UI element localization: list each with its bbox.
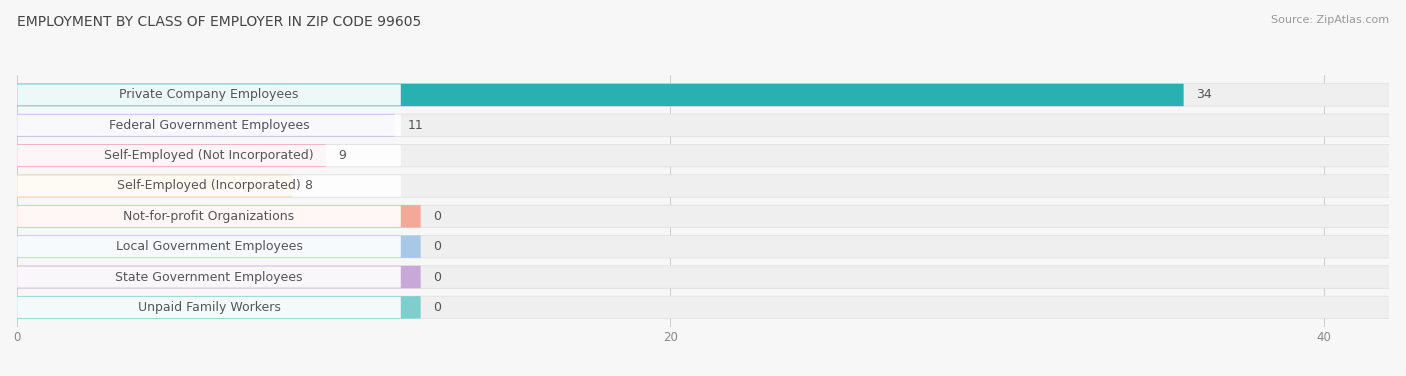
Text: EMPLOYMENT BY CLASS OF EMPLOYER IN ZIP CODE 99605: EMPLOYMENT BY CLASS OF EMPLOYER IN ZIP C… — [17, 15, 422, 29]
Text: 9: 9 — [339, 149, 346, 162]
FancyBboxPatch shape — [17, 175, 291, 197]
FancyBboxPatch shape — [17, 296, 1389, 318]
Text: Unpaid Family Workers: Unpaid Family Workers — [138, 301, 280, 314]
FancyBboxPatch shape — [17, 235, 1389, 258]
Text: Private Company Employees: Private Company Employees — [120, 88, 298, 102]
Text: Self-Employed (Incorporated): Self-Employed (Incorporated) — [117, 179, 301, 193]
FancyBboxPatch shape — [17, 267, 401, 288]
Text: 0: 0 — [433, 210, 441, 223]
FancyBboxPatch shape — [17, 114, 1389, 136]
FancyBboxPatch shape — [17, 205, 420, 227]
FancyBboxPatch shape — [17, 115, 401, 136]
FancyBboxPatch shape — [17, 206, 401, 227]
FancyBboxPatch shape — [17, 144, 1389, 167]
FancyBboxPatch shape — [17, 144, 326, 167]
FancyBboxPatch shape — [17, 175, 401, 197]
Text: Self-Employed (Not Incorporated): Self-Employed (Not Incorporated) — [104, 149, 314, 162]
Text: 34: 34 — [1197, 88, 1212, 102]
FancyBboxPatch shape — [17, 235, 420, 258]
Text: Source: ZipAtlas.com: Source: ZipAtlas.com — [1271, 15, 1389, 25]
Text: 0: 0 — [433, 240, 441, 253]
FancyBboxPatch shape — [17, 175, 1389, 197]
FancyBboxPatch shape — [17, 266, 420, 288]
FancyBboxPatch shape — [17, 236, 401, 257]
Text: Not-for-profit Organizations: Not-for-profit Organizations — [124, 210, 294, 223]
Text: 11: 11 — [408, 119, 423, 132]
FancyBboxPatch shape — [17, 84, 401, 106]
FancyBboxPatch shape — [17, 114, 395, 136]
FancyBboxPatch shape — [17, 266, 1389, 288]
Text: 0: 0 — [433, 301, 441, 314]
FancyBboxPatch shape — [17, 145, 401, 166]
FancyBboxPatch shape — [17, 296, 420, 318]
Text: Local Government Employees: Local Government Employees — [115, 240, 302, 253]
Text: State Government Employees: State Government Employees — [115, 271, 302, 284]
Text: Federal Government Employees: Federal Government Employees — [108, 119, 309, 132]
Text: 0: 0 — [433, 271, 441, 284]
FancyBboxPatch shape — [17, 297, 401, 318]
FancyBboxPatch shape — [17, 205, 1389, 227]
FancyBboxPatch shape — [17, 84, 1389, 106]
Text: 8: 8 — [304, 179, 312, 193]
FancyBboxPatch shape — [17, 84, 1184, 106]
